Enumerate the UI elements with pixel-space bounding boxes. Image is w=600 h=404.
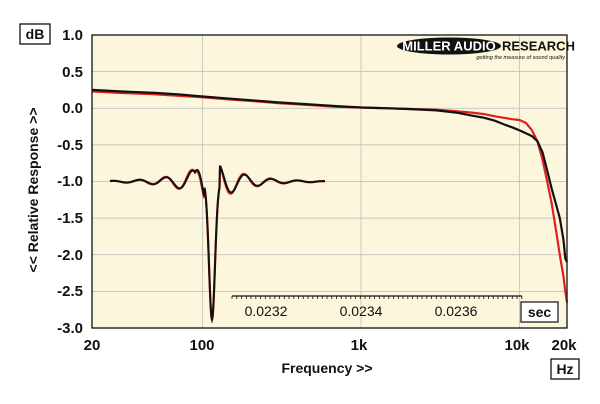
y-tick-label: -3.0 (57, 320, 83, 337)
x-tick-labels: 20 100 1k 10k 20k (84, 337, 578, 354)
series-line-black (91, 88, 568, 263)
inset-time-axis (231, 295, 523, 299)
impulse-response-inset: 0.0232 0.0234 0.0236 sec (109, 165, 559, 324)
inset-tick-label-0: 0.0232 (245, 303, 288, 319)
y-unit-box (19, 23, 51, 45)
x-tick-label: 20k (551, 337, 577, 354)
logo-text-left: MILLER AUDIO (402, 39, 495, 54)
logo-tagline: getting the measure of sound quality (476, 55, 566, 61)
y-tick-label: -1.5 (57, 210, 83, 227)
logo-oval (397, 37, 501, 55)
logo-text-right: RESEARCH (502, 39, 575, 54)
inset-tick-label-1: 0.0234 (340, 303, 383, 319)
inset-series-black (109, 165, 325, 324)
x-tick-label: 100 (189, 337, 214, 354)
miller-audio-research-logo: MILLER AUDIO RESEARCH getting the measur… (397, 37, 575, 61)
x-tick-label: 1k (351, 337, 368, 354)
y-tick-label: 0.5 (62, 64, 83, 81)
y-tick-label: -1.0 (57, 173, 83, 190)
inset-unit-label: sec (528, 304, 552, 320)
y-unit-label: dB (26, 26, 45, 42)
x-unit-box (550, 358, 580, 380)
plot-frame (91, 34, 568, 329)
y-tick-labels: 1.0 0.5 0.0 -0.5 -1.0 -1.5 -2.0 -2.5 -3.… (57, 27, 83, 337)
x-axis-title: Frequency >> (281, 360, 372, 376)
x-tick-label: 20 (84, 337, 101, 354)
y-tick-label: -2.5 (57, 283, 83, 300)
y-tick-label: -0.5 (57, 137, 83, 154)
x-unit-label: Hz (556, 361, 573, 377)
inset-unit-box (520, 301, 559, 323)
y-tick-label: 1.0 (62, 27, 83, 44)
y-axis-title: << Relative Response >> (25, 108, 41, 273)
y-tick-label: -2.0 (57, 247, 83, 264)
inset-tick-label-2: 0.0236 (435, 303, 478, 319)
y-tick-label: 0.0 (62, 100, 83, 117)
x-tick-label: 10k (504, 337, 530, 354)
